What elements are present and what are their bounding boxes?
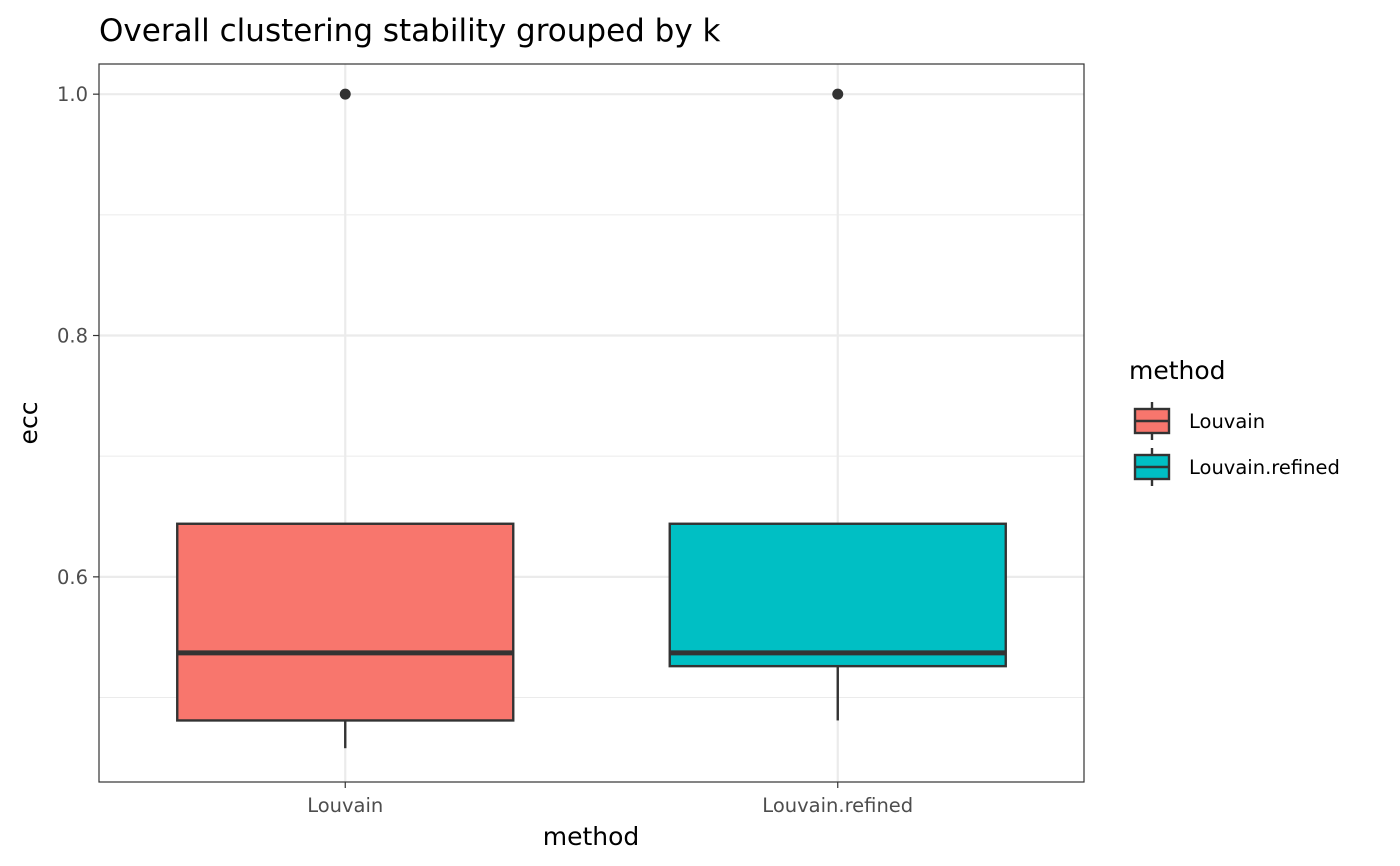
legend-item-louvain: Louvain	[1133, 402, 1265, 440]
y-tick-label: 1.0	[57, 83, 88, 106]
outlier-point	[339, 88, 351, 100]
y-axis: 0.6 0.8 1.0	[57, 83, 99, 589]
box	[176, 522, 515, 722]
box	[668, 522, 1007, 668]
boxplot-louvain	[176, 88, 515, 749]
legend-item-louvain-refined: Louvain.refined	[1133, 448, 1340, 486]
legend-entries: Louvain Louvain.refined	[1133, 402, 1340, 486]
panel-border	[98, 63, 1085, 783]
boxplot-louvain-refined	[668, 88, 1007, 721]
x-tick-label: Louvain.refined	[762, 794, 913, 817]
chart-title: Overall clustering stability grouped by …	[99, 13, 721, 49]
y-axis-title: ecc	[14, 402, 43, 445]
legend-label: Louvain	[1189, 410, 1265, 433]
outlier-point	[832, 88, 844, 100]
x-tick-label: Louvain	[307, 794, 383, 817]
legend: method Louvain Louvain.refined	[1129, 356, 1340, 486]
boxplots	[176, 88, 1007, 749]
x-axis-title: method	[543, 822, 640, 851]
legend-title: method	[1129, 356, 1226, 385]
plot-panel	[98, 63, 1085, 783]
y-tick-label: 0.6	[57, 566, 88, 589]
x-axis: Louvain Louvain.refined	[307, 782, 913, 817]
legend-label: Louvain.refined	[1189, 456, 1340, 479]
y-tick-label: 0.8	[57, 325, 88, 348]
